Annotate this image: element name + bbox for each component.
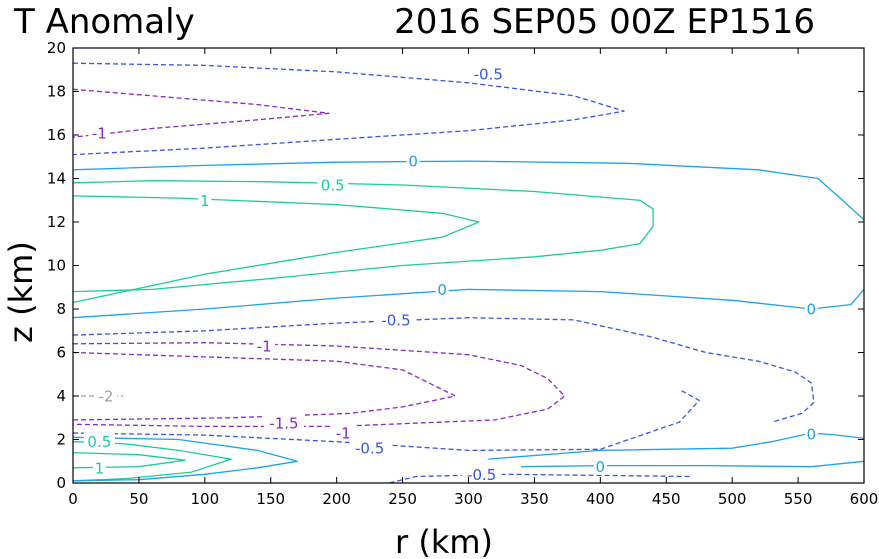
contour-label: -1 <box>92 124 107 142</box>
contour-label-bg <box>593 457 607 475</box>
x-tick-label: 200 <box>322 490 351 508</box>
contour-label: 1 <box>200 192 210 210</box>
contour-label-bg <box>435 280 449 298</box>
contour-line-neg0p5-10 <box>72 317 815 423</box>
contour-line-0-4 <box>72 160 865 221</box>
contour-line-neg1-14 <box>72 342 566 428</box>
contour-label-bg <box>461 465 502 483</box>
y-tick-label: 10 <box>47 257 66 275</box>
y-axis-label: z (km) <box>2 241 40 343</box>
contour-label: -0.5 <box>467 466 496 484</box>
x-axis-ticks: 0 50 100 150 200 250 300 350 400 450 500 550 600 <box>68 48 878 508</box>
contour-line-0-8 <box>521 460 865 468</box>
contour-label-bg <box>263 414 304 432</box>
contour-label-bg <box>253 336 276 354</box>
x-tick-label: 250 <box>388 490 417 508</box>
contour-label: 0 <box>806 426 816 444</box>
contour-line-0p5-0 <box>72 180 654 293</box>
contour-label: 1 <box>95 459 105 477</box>
contour-label-bg <box>332 423 355 441</box>
contour-label: 0 <box>437 281 447 299</box>
chart-title-right: 2016 SEP05 00Z EP1516 <box>394 2 815 42</box>
contour-label: -1.5 <box>269 415 298 433</box>
chart-title-left: T Anomaly <box>13 2 195 42</box>
contour-label-bg <box>317 176 349 194</box>
contour-label-bg <box>406 152 420 170</box>
contour-line-1-3 <box>72 451 186 469</box>
y-tick-label: 14 <box>47 170 66 188</box>
contour-line-1-1 <box>72 195 480 304</box>
y-tick-label: 20 <box>47 39 66 57</box>
x-tick-label: 50 <box>129 490 148 508</box>
x-tick-label: 350 <box>520 490 549 508</box>
x-tick-label: 450 <box>652 490 681 508</box>
contour-label-bg <box>88 123 111 141</box>
contour-label-bg <box>804 425 818 443</box>
contour-label: -2 <box>98 388 113 406</box>
contour-label-bg <box>468 65 509 83</box>
y-tick-label: 18 <box>47 83 66 101</box>
x-tick-label: 0 <box>68 490 78 508</box>
x-tick-label: 550 <box>784 490 813 508</box>
x-tick-label: 400 <box>586 490 615 508</box>
contour-label-bg <box>83 432 115 450</box>
y-tick-label: 8 <box>56 300 66 318</box>
contour-line-neg0p5-12 <box>389 473 693 484</box>
contour-line-neg0p5-11 <box>72 388 700 452</box>
contour-line-neg0p5-9 <box>72 62 625 156</box>
contour-line-0-6 <box>72 436 298 482</box>
y-tick-label: 12 <box>47 213 66 231</box>
contour-label: -0.5 <box>474 66 503 84</box>
x-tick-label: 300 <box>454 490 483 508</box>
x-axis-label: r (km) <box>395 523 493 559</box>
contour-line-neg1p5-15 <box>72 351 456 421</box>
contour-label-bg <box>375 310 416 328</box>
x-tick-label: 100 <box>191 490 220 508</box>
contour-label-bg <box>198 191 212 209</box>
contour-label-bg <box>94 387 117 404</box>
contour-lines <box>72 62 865 484</box>
contour-label: -1 <box>336 424 351 442</box>
x-tick-label: 500 <box>718 490 747 508</box>
contour-label-bg <box>349 439 390 457</box>
contour-line-0p5-2 <box>72 441 232 482</box>
y-tick-label: 4 <box>56 387 66 405</box>
contour-label: 0.5 <box>87 433 111 451</box>
y-tick-label: 2 <box>56 431 66 449</box>
y-tick-label: 6 <box>56 344 66 362</box>
contour-label: 0.5 <box>321 177 345 195</box>
contour-line-0-7 <box>488 432 865 460</box>
contour-line-0-5 <box>72 288 865 319</box>
plot-frame <box>72 47 865 484</box>
contour-label: 0 <box>806 301 816 319</box>
y-tick-label: 16 <box>47 126 66 144</box>
contour-label: -1 <box>257 337 272 355</box>
x-tick-label: 600 <box>850 490 879 508</box>
contour-label: 0 <box>408 153 418 171</box>
contour-label: 0 <box>596 458 606 476</box>
contour-label-bg <box>92 458 106 476</box>
x-tick-label: 150 <box>256 490 285 508</box>
contour-label: -0.5 <box>381 311 410 329</box>
contour-label: -0.5 <box>355 440 384 458</box>
contour-label-bg <box>804 300 818 317</box>
y-tick-label: 0 <box>56 474 66 492</box>
contour-line-neg1-13 <box>72 88 330 138</box>
